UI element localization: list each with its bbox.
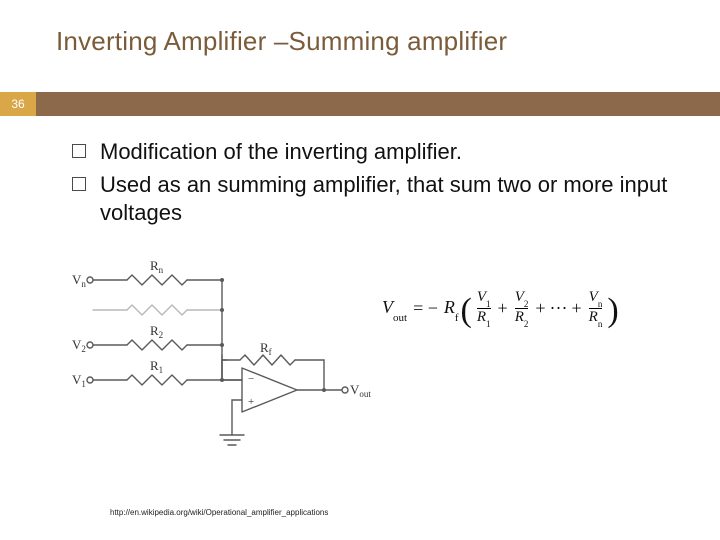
label-r1: R1	[150, 358, 163, 375]
label-rf: Rf	[260, 340, 272, 357]
bullet-text: Modification of the inverting amplifier.	[100, 138, 462, 167]
slide-title: Inverting Amplifier –Summing amplifier	[56, 26, 507, 57]
slide-number-badge: 36	[0, 92, 36, 116]
bullet-text: Used as an summing amplifier, that sum t…	[100, 171, 682, 228]
bullet-marker-icon	[72, 177, 86, 191]
citation: http://en.wikipedia.org/wiki/Operational…	[110, 508, 328, 517]
label-v1: V1	[72, 372, 86, 389]
slide-number: 36	[11, 97, 24, 111]
bullet-list: Modification of the inverting amplifier.…	[72, 138, 682, 232]
divider-bar-line	[36, 92, 720, 116]
label-vout: Vout	[350, 382, 371, 399]
label-v2: V2	[72, 337, 86, 354]
opamp-plus: +	[248, 396, 254, 408]
opamp-minus: −	[248, 373, 254, 385]
output-formula: Vout = − Rf ( V1 R1 + V2 R2 + ··· + Vn R…	[382, 290, 621, 328]
divider-bar: 36	[0, 92, 720, 116]
label-r2: R2	[150, 323, 163, 340]
label-rn: Rn	[150, 260, 164, 275]
bullet-marker-icon	[72, 144, 86, 158]
list-item: Used as an summing amplifier, that sum t…	[72, 171, 682, 228]
figure-area: Vn V2 V1 Rn R2 R1 Rf − + Vout Vout = − R…	[72, 260, 672, 490]
list-item: Modification of the inverting amplifier.	[72, 138, 682, 167]
label-vn: Vn	[72, 272, 86, 289]
circuit-diagram: Vn V2 V1 Rn R2 R1 Rf − + Vout	[72, 260, 372, 490]
